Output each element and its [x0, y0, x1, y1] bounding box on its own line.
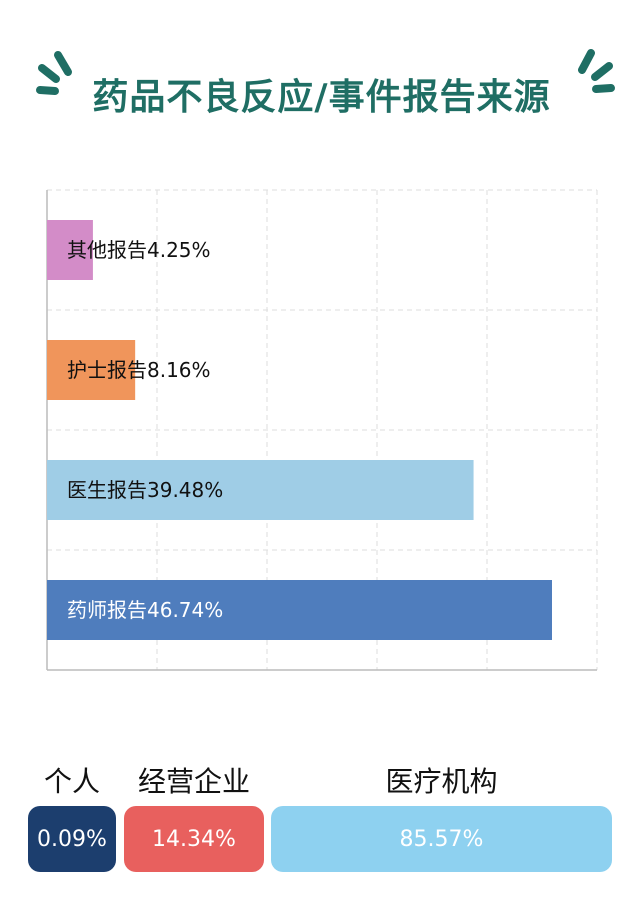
summary-value-2: 14.34%: [124, 806, 264, 872]
summary-label-2: 经营企业: [137, 765, 250, 798]
summary-label-1: 个人: [43, 765, 100, 798]
bar-label-1: 其他报告4.25%: [67, 238, 211, 262]
summary-label-3: 医疗机构: [385, 765, 498, 798]
bar-label-3: 医生报告39.48%: [67, 478, 223, 502]
bar-label-4: 药师报告46.74%: [67, 598, 223, 622]
bar-chart: 其他报告4.25% 护士报告8.16% 医生报告39.48% 药师报告46.74%: [46, 189, 598, 671]
bar-2: [47, 340, 136, 400]
bar-1: [47, 220, 93, 280]
bar-3: [47, 460, 474, 520]
right-burst-icon: [578, 49, 615, 93]
summary-value-3: 85.57%: [271, 806, 612, 872]
bar-label-2: 护士报告8.16%: [67, 358, 211, 382]
page-title: 药品不良反应/事件报告来源: [92, 77, 551, 118]
summary-value-1: 0.09%: [28, 806, 116, 872]
title-area: 药品不良反应/事件报告来源: [0, 48, 643, 148]
left-burst-icon: [36, 51, 72, 95]
bar-4: [47, 580, 552, 640]
